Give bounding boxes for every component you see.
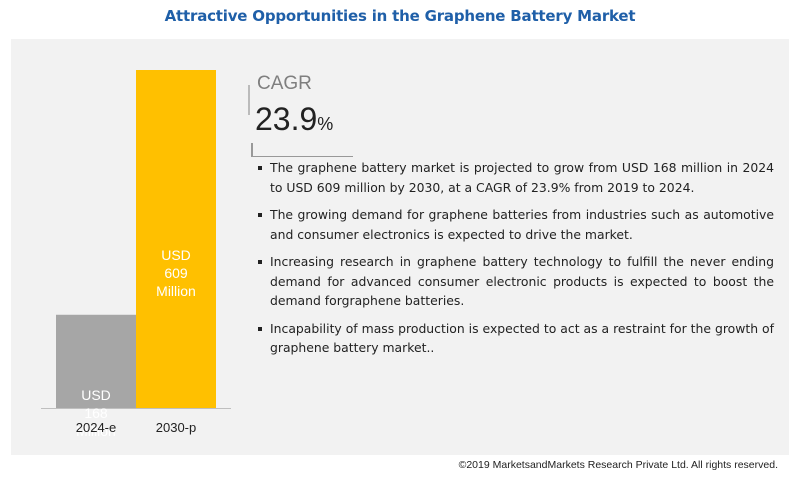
bar-chart <box>41 70 231 409</box>
bar-2030-p <box>136 70 216 408</box>
bullet-icon <box>258 213 262 217</box>
key-point: Incapability of mass production is expec… <box>254 319 774 358</box>
key-point: The graphene battery market is projected… <box>254 158 774 197</box>
bullet-icon <box>258 166 262 170</box>
bar-2024-e <box>56 314 136 408</box>
x-tick-label-2030: 2030-p <box>155 420 197 435</box>
cagr-unit: % <box>317 114 334 134</box>
cagr-divider-tick <box>251 143 253 157</box>
chart-title: Attractive Opportunities in the Graphene… <box>164 7 636 25</box>
bar-data-label-2024: USD 168 Million <box>76 386 116 439</box>
cagr-divider <box>251 156 353 157</box>
bullet-icon <box>258 260 262 264</box>
key-points-list: The graphene battery market is projected… <box>254 158 774 366</box>
key-point: Increasing research in graphene battery … <box>254 252 774 311</box>
cagr-label: CAGR <box>257 73 312 94</box>
bullet-icon <box>258 326 262 331</box>
cagr-accent <box>248 85 250 115</box>
copyright-notice: ©2019 MarketsandMarkets Research Private… <box>458 459 778 471</box>
cagr-value: 23.9% <box>255 101 333 138</box>
key-point: The growing demand for graphene batterie… <box>254 205 774 244</box>
bar-data-label-2030: USD 609 Million <box>156 247 196 299</box>
chart-panel: USD 168 Million USD 609 Million 2024-e 2… <box>11 39 789 455</box>
x-tick-label-2024: 2024-e <box>75 420 117 435</box>
cagr-number: 23.9 <box>255 101 318 137</box>
